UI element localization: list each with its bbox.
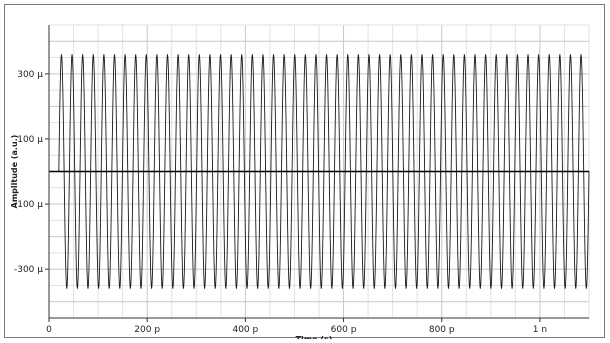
waveform-chart: 0 200 p 400 p 600 p 800 p 1 n 300 µ 100 µ -100 µ… — [10, 24, 590, 339]
y-tick-label: 100 µ — [17, 135, 43, 145]
x-tick-label: 400 p — [232, 325, 258, 335]
x-axis-title: Time (s) — [296, 335, 333, 339]
y-tick-label: 300 µ — [17, 70, 43, 80]
chart-frame: 0 200 p 400 p 600 p 800 p 1 n 300 µ 100 µ -100 µ… — [4, 4, 605, 339]
x-tick-label: 1 n — [533, 325, 547, 335]
y-tick-label: -300 µ — [14, 265, 43, 275]
x-tick-label: 800 p — [429, 325, 455, 335]
x-tick-label: 600 p — [331, 325, 357, 335]
x-tick-label: 200 p — [134, 325, 160, 335]
y-axis-title: Amplitude (a.u.) — [10, 135, 19, 209]
x-tick-label: 0 — [46, 325, 52, 335]
y-tick-label: -100 µ — [14, 200, 43, 210]
